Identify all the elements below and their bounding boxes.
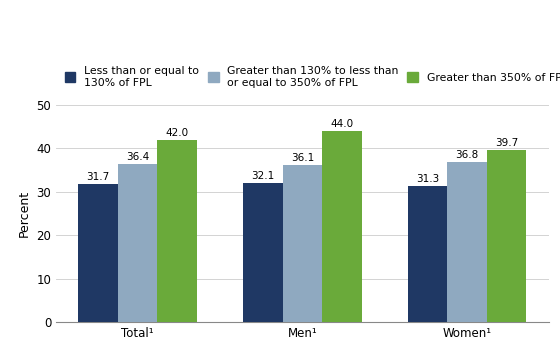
Bar [408,186,447,322]
Text: 31.7: 31.7 [87,172,110,182]
Y-axis label: Percent: Percent [18,190,31,237]
Text: 31.3: 31.3 [416,174,439,184]
Text: 39.7: 39.7 [495,138,518,148]
Bar [157,140,197,322]
Text: 32.1: 32.1 [251,170,274,181]
Text: 36.1: 36.1 [291,153,314,163]
Text: 44.0: 44.0 [330,119,353,129]
Bar [118,164,157,322]
Bar [322,131,362,322]
Text: 36.8: 36.8 [455,150,479,160]
Bar [243,183,283,322]
Bar [487,150,526,322]
Legend: Less than or equal to
130% of FPL, Greater than 130% to less than
or equal to 35: Less than or equal to 130% of FPL, Great… [62,63,560,91]
Bar [283,165,322,322]
Bar [447,162,487,322]
Text: 36.4: 36.4 [126,152,150,162]
Bar [78,184,118,322]
Text: 42.0: 42.0 [166,127,189,138]
